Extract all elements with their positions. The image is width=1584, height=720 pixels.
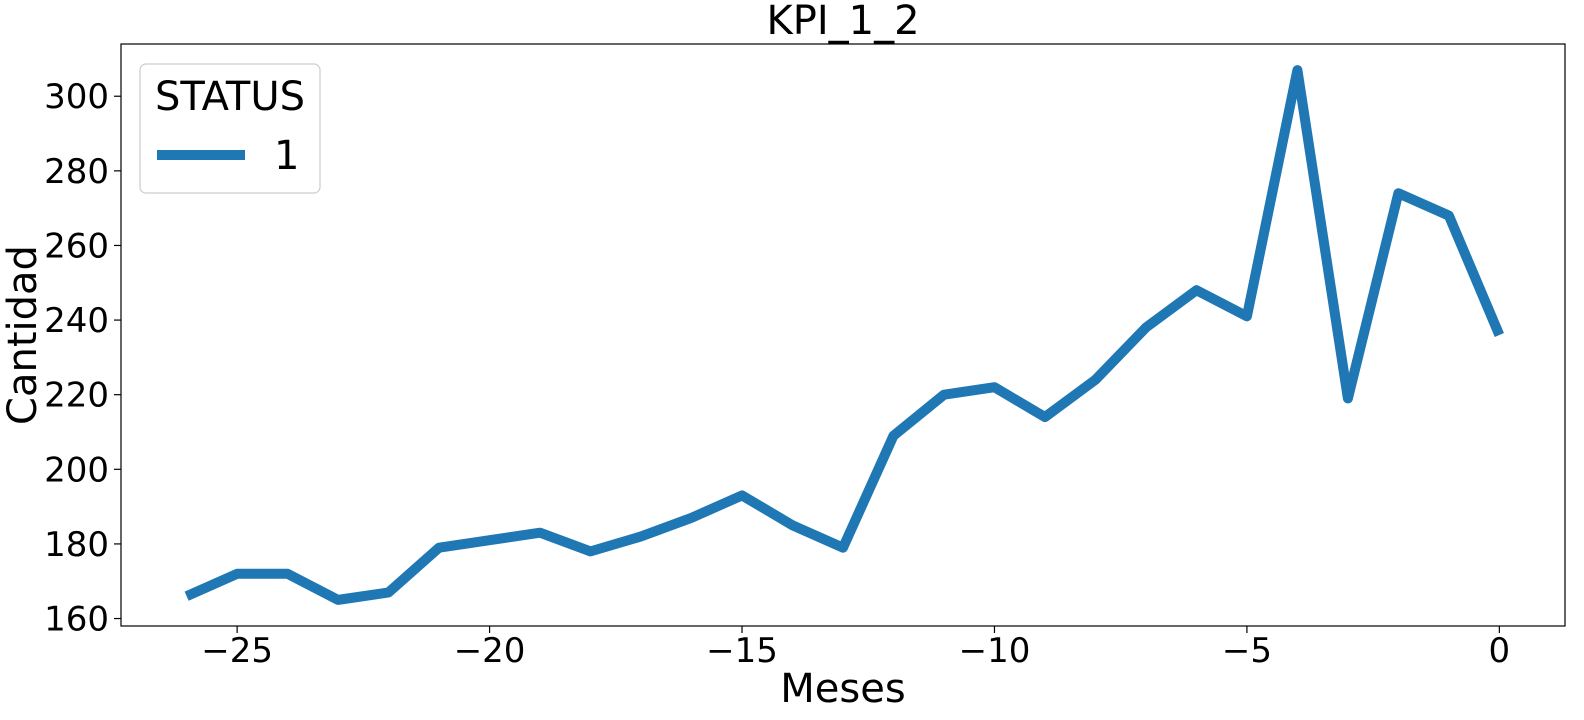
- legend-box: [139, 63, 321, 194]
- y-axis-title: Cantidad: [0, 245, 46, 425]
- y-axis: 160 180 200 220 240 260 280 300: [44, 77, 121, 640]
- y-tick-label: 180: [44, 525, 109, 565]
- y-tick-label: 220: [44, 376, 109, 416]
- x-tick-label: −15: [706, 631, 778, 671]
- y-tick-label: 240: [44, 301, 109, 341]
- y-tick-label: 160: [44, 600, 109, 640]
- x-tick-label: 0: [1489, 631, 1511, 671]
- y-tick-label: 300: [44, 77, 109, 117]
- x-tick-label: −25: [201, 631, 273, 671]
- plot-layer: [184, 65, 1504, 605]
- x-axis-title: Meses: [780, 666, 905, 712]
- y-tick-label: 200: [44, 450, 109, 490]
- x-axis: −25 −20 −15 −10 −5 0: [201, 626, 1510, 671]
- y-tick-label: 280: [44, 152, 109, 192]
- x-tick-label: −5: [1222, 631, 1272, 671]
- series-line: [184, 65, 1504, 605]
- legend: STATUS 1: [139, 63, 321, 194]
- chart-title: KPI_1_2: [766, 0, 919, 44]
- legend-label: 1: [274, 133, 299, 179]
- y-tick-label: 260: [44, 226, 109, 266]
- x-tick-label: −10: [959, 631, 1031, 671]
- x-tick-label: −20: [454, 631, 526, 671]
- plot-frame: [120, 43, 1566, 627]
- legend-title: STATUS: [155, 74, 305, 120]
